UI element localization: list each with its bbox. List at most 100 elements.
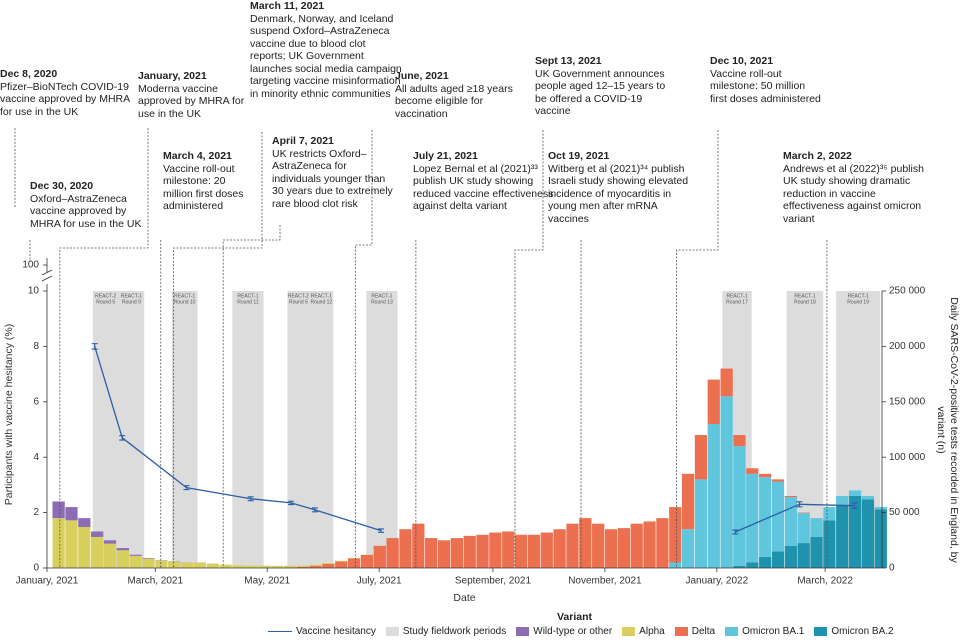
bar xyxy=(245,565,258,568)
bar xyxy=(386,538,399,568)
bar xyxy=(592,523,605,568)
legend-item: Omicron BA.2 xyxy=(814,626,894,637)
y-tick-label: 4 xyxy=(33,452,39,463)
fieldwork-period xyxy=(118,291,145,568)
x-tick-label: November, 2021 xyxy=(568,576,642,587)
bar xyxy=(335,561,348,568)
bar xyxy=(52,518,65,568)
annotation-date: April 7, 2021 xyxy=(272,135,334,147)
bar xyxy=(399,529,412,568)
bar xyxy=(309,564,322,566)
bar xyxy=(116,548,129,551)
error-bar xyxy=(851,502,858,509)
fieldwork-study: REACT-1 xyxy=(726,293,747,299)
bar xyxy=(579,518,592,568)
bar xyxy=(232,565,245,568)
bar xyxy=(296,565,309,567)
y-axis-title: Participants with vaccine hesitancy (%) xyxy=(3,324,15,506)
legend-item: Delta xyxy=(674,626,715,637)
annotation-date: March 2, 2022 xyxy=(783,150,852,162)
bar xyxy=(746,468,759,474)
fieldwork-round: Round 6 xyxy=(289,299,308,305)
bar xyxy=(823,507,836,521)
annotation: Sept 13, 2021 UK Government announces peo… xyxy=(535,55,667,118)
bar xyxy=(322,563,335,564)
bar xyxy=(823,520,836,568)
legend-item: Vaccine hesitancy xyxy=(268,626,376,637)
annotation-text: All adults aged ≥18 years become eligibl… xyxy=(395,82,513,120)
legend-label: Wild-type or other xyxy=(533,626,613,637)
annotation-text: UK restricts Oxford–AstraZeneca for indi… xyxy=(272,147,393,210)
error-bar xyxy=(247,496,254,502)
annotation: January, 2021 Moderna vaccine approved by… xyxy=(138,70,246,120)
bar xyxy=(91,531,104,537)
bar xyxy=(258,565,271,568)
bar xyxy=(309,565,322,568)
x-tick-label: March, 2022 xyxy=(797,576,853,587)
legend-swatch xyxy=(814,627,828,636)
error-bar xyxy=(796,501,803,508)
bar xyxy=(617,528,630,568)
bar xyxy=(759,556,772,568)
fieldwork-study: REACT-2 xyxy=(288,293,309,299)
fieldwork-study: REACT-1 xyxy=(371,293,392,299)
bar xyxy=(848,490,862,496)
annotation: June, 2021 All adults aged ≥18 years beco… xyxy=(395,70,517,120)
bar xyxy=(65,520,78,568)
bar xyxy=(347,558,361,568)
fieldwork-period xyxy=(232,291,264,568)
bar xyxy=(412,523,425,568)
legend-swatch xyxy=(622,627,636,636)
bar xyxy=(784,497,797,546)
bar xyxy=(669,507,682,563)
y-tick-label: 0 xyxy=(33,563,39,574)
bar xyxy=(206,563,219,568)
bar xyxy=(797,512,810,514)
fieldwork-study: REACT-1 xyxy=(174,293,195,299)
bar xyxy=(180,562,194,568)
fieldwork-period xyxy=(171,291,198,568)
bar xyxy=(193,562,207,568)
annotation-date: June, 2021 xyxy=(395,70,449,82)
annotation-date: March 11, 2021 xyxy=(250,0,325,12)
bar xyxy=(514,534,528,568)
legend-item: Omicron BA.1 xyxy=(725,626,804,637)
legend-swatch xyxy=(385,627,399,636)
y2-tick-label: 250 000 xyxy=(889,286,926,297)
bar xyxy=(103,540,117,544)
bar xyxy=(733,435,746,447)
x-tick-label: May, 2021 xyxy=(244,576,290,587)
annotation-text: Andrews et al (2022)³⁵ publish UK study … xyxy=(783,162,924,225)
bar xyxy=(681,473,695,530)
annotation-line xyxy=(59,128,149,568)
bar xyxy=(630,523,643,568)
bar xyxy=(103,543,117,568)
bar xyxy=(771,481,785,552)
legend-label: Omicron BA.2 xyxy=(831,626,894,637)
legend-swatch xyxy=(674,627,688,636)
bar xyxy=(746,473,759,563)
legend-label: Alpha xyxy=(639,626,665,637)
bar xyxy=(771,551,785,568)
error-bar xyxy=(732,529,739,535)
fieldwork-round: Round 11 xyxy=(237,299,259,305)
bar xyxy=(527,534,541,568)
x-axis-title: Date xyxy=(453,592,475,604)
bar xyxy=(476,534,489,568)
bar xyxy=(116,550,129,568)
bar xyxy=(836,504,849,568)
annotation-text: UK Government announces people aged 12–1… xyxy=(535,67,666,118)
x-tick-label: January, 2022 xyxy=(686,576,749,587)
annotation-text: Vaccine roll-out milestone: 20 million f… xyxy=(163,162,244,213)
annotation-date: Oct 19, 2021 xyxy=(548,150,610,162)
annotation: Dec 10, 2021 Vaccine roll-out milestone: … xyxy=(710,55,822,105)
bar xyxy=(270,565,284,568)
bar xyxy=(65,507,78,521)
error-bar xyxy=(91,343,98,350)
fieldwork-period xyxy=(92,291,119,568)
legend-swatch xyxy=(268,631,292,632)
x-tick-label: January, 2021 xyxy=(16,576,79,587)
annotation-date: Dec 10, 2021 xyxy=(710,55,774,67)
axis-break xyxy=(41,269,53,282)
bar xyxy=(784,545,797,568)
